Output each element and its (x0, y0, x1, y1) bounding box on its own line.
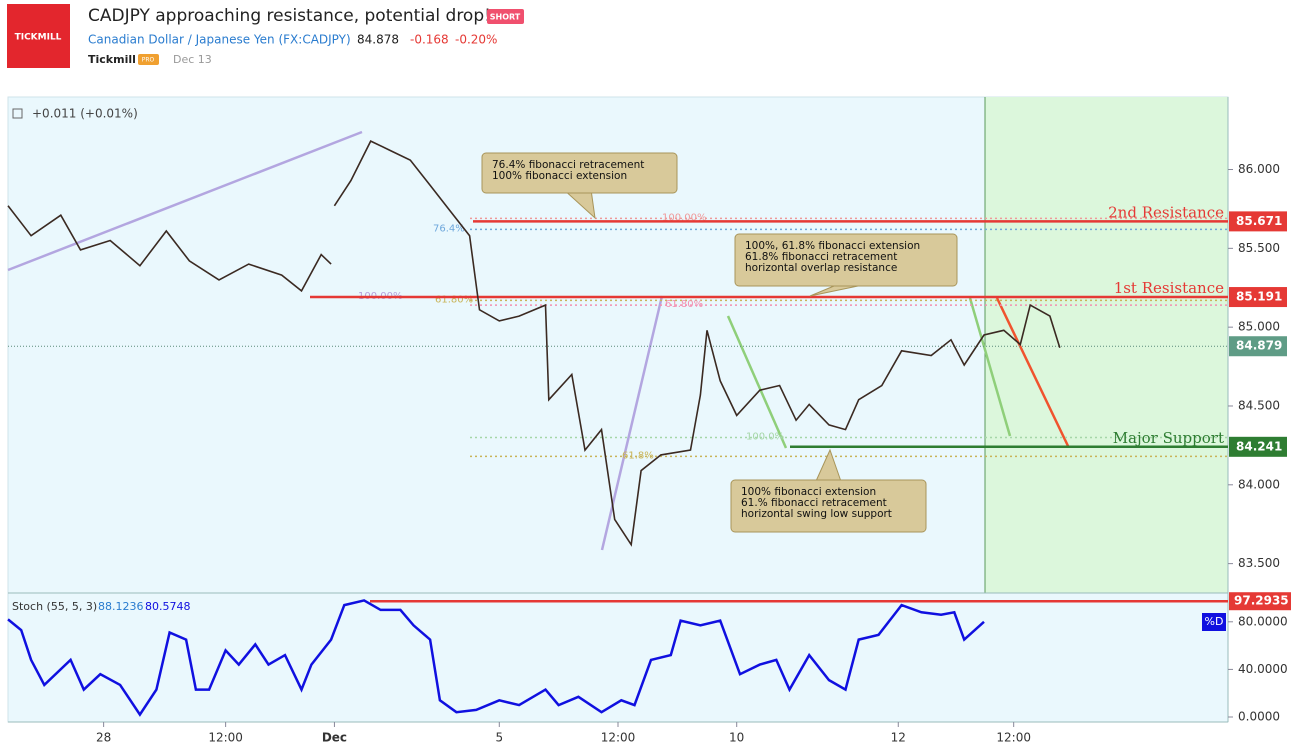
callout-pointer (809, 285, 859, 297)
purple-arrow (7, 130, 363, 272)
price-box-text: 84.879 (1236, 339, 1282, 353)
callout-pointer (816, 448, 841, 481)
fib-label: 61.80% (435, 294, 473, 305)
red-arrow (995, 297, 1070, 447)
level-label: 2nd Resistance (1108, 203, 1224, 221)
level-label: 1st Resistance (1114, 279, 1224, 297)
x-tick-label: 28 (96, 731, 111, 745)
price-box (1229, 336, 1287, 357)
y-tick-label: 86.000 (1238, 162, 1280, 176)
change: -0.168 (410, 33, 449, 47)
y-tick-label: 85.500 (1238, 241, 1280, 255)
price-box-text: 85.671 (1236, 214, 1282, 228)
level-label: Major Support (1113, 429, 1224, 447)
callout-text: horizontal overlap resistance (745, 262, 897, 274)
x-tick-label: 12:00 (996, 731, 1031, 745)
price: 84.878 (357, 33, 399, 47)
callout-text: 100% fibonacci extension (741, 486, 876, 498)
logo-box (7, 4, 70, 68)
logo: TICKMILL (15, 33, 62, 43)
y-tick-label: 85.000 (1238, 320, 1280, 334)
y-tick-label: 80.0000 (1238, 614, 1288, 628)
price-box-text: 85.191 (1236, 290, 1282, 304)
y-tick-label: 84.500 (1238, 398, 1280, 412)
fib-label: 76.4% (433, 223, 465, 234)
y-tick-label: 0.0000 (1238, 710, 1280, 724)
y-tick-label: 84.000 (1238, 477, 1280, 491)
drawings (7, 130, 1070, 551)
callout-text: 61.8% fibonacci retracement (745, 251, 897, 263)
collapse-icon (12, 108, 23, 119)
badge: SHORT (490, 13, 521, 22)
fib-label: 61.80% (665, 299, 703, 310)
callout-box (481, 152, 678, 194)
price-box-text: 97.2935 (1234, 594, 1289, 608)
green-arrow (968, 297, 1012, 437)
d-value: 80.5748 (145, 600, 191, 613)
badge-box (487, 9, 524, 24)
x-tick-label: Dec (322, 731, 347, 745)
callout-text: 100%, 61.8% fibonacci extension (745, 240, 920, 252)
y-tick-label: 40.0000 (1238, 662, 1288, 676)
x-tick-label: 12:00 (208, 731, 243, 745)
callout-pointer (567, 192, 596, 220)
series-line (7, 140, 1061, 547)
callout-box (734, 233, 958, 287)
green-arrow (726, 315, 788, 449)
callout-text: 61.% fibonacci retracement (741, 497, 887, 509)
symbol: Canadian Dollar / Japanese Yen (FX:CADJP… (88, 33, 351, 47)
y-tick-label: 83.500 (1238, 556, 1280, 570)
k-value: 88.1236 (98, 600, 144, 613)
pro: PRO (142, 57, 155, 64)
title: CADJPY approaching resistance, potential… (88, 6, 491, 26)
x-tick-label: 12 (891, 731, 906, 745)
legend-text: +0.011 (+0.01%) (32, 107, 138, 121)
author: Tickmill (88, 53, 136, 66)
price-box-text: 84.241 (1236, 439, 1282, 453)
fib-label: 100.00% (662, 212, 707, 223)
x-tick-label: 12:00 (601, 731, 636, 745)
series-line (7, 599, 985, 717)
x-tick-label: 10 (729, 731, 744, 745)
change-pct: -0.20% (455, 33, 497, 47)
price-box (1229, 436, 1287, 457)
fib-label: 100.0% (746, 432, 784, 443)
x-tick-label: 5 (495, 731, 503, 745)
callout-text: 76.4% fibonacci retracement (492, 159, 644, 171)
d-badge (1202, 613, 1226, 631)
price-box (1229, 287, 1287, 308)
forecast-zone (985, 97, 1228, 593)
callout-text: 100% fibonacci extension (492, 170, 627, 182)
fib-label: 61.8% (622, 450, 654, 461)
pro-box (138, 54, 159, 65)
callout-text: horizontal swing low support (741, 508, 892, 520)
price-box (1229, 592, 1291, 611)
price-box (1229, 211, 1287, 232)
purple-arrow (600, 295, 664, 551)
pane-title: Stoch (55, 5, 3) (12, 600, 97, 613)
plot: 83.500 84.000 84.500 85.000 85.500 86.000 28 12… (7, 107, 1291, 745)
callout-box (730, 479, 927, 533)
d-badge-text: %D (1205, 615, 1224, 628)
date: Dec 13 (173, 53, 212, 66)
